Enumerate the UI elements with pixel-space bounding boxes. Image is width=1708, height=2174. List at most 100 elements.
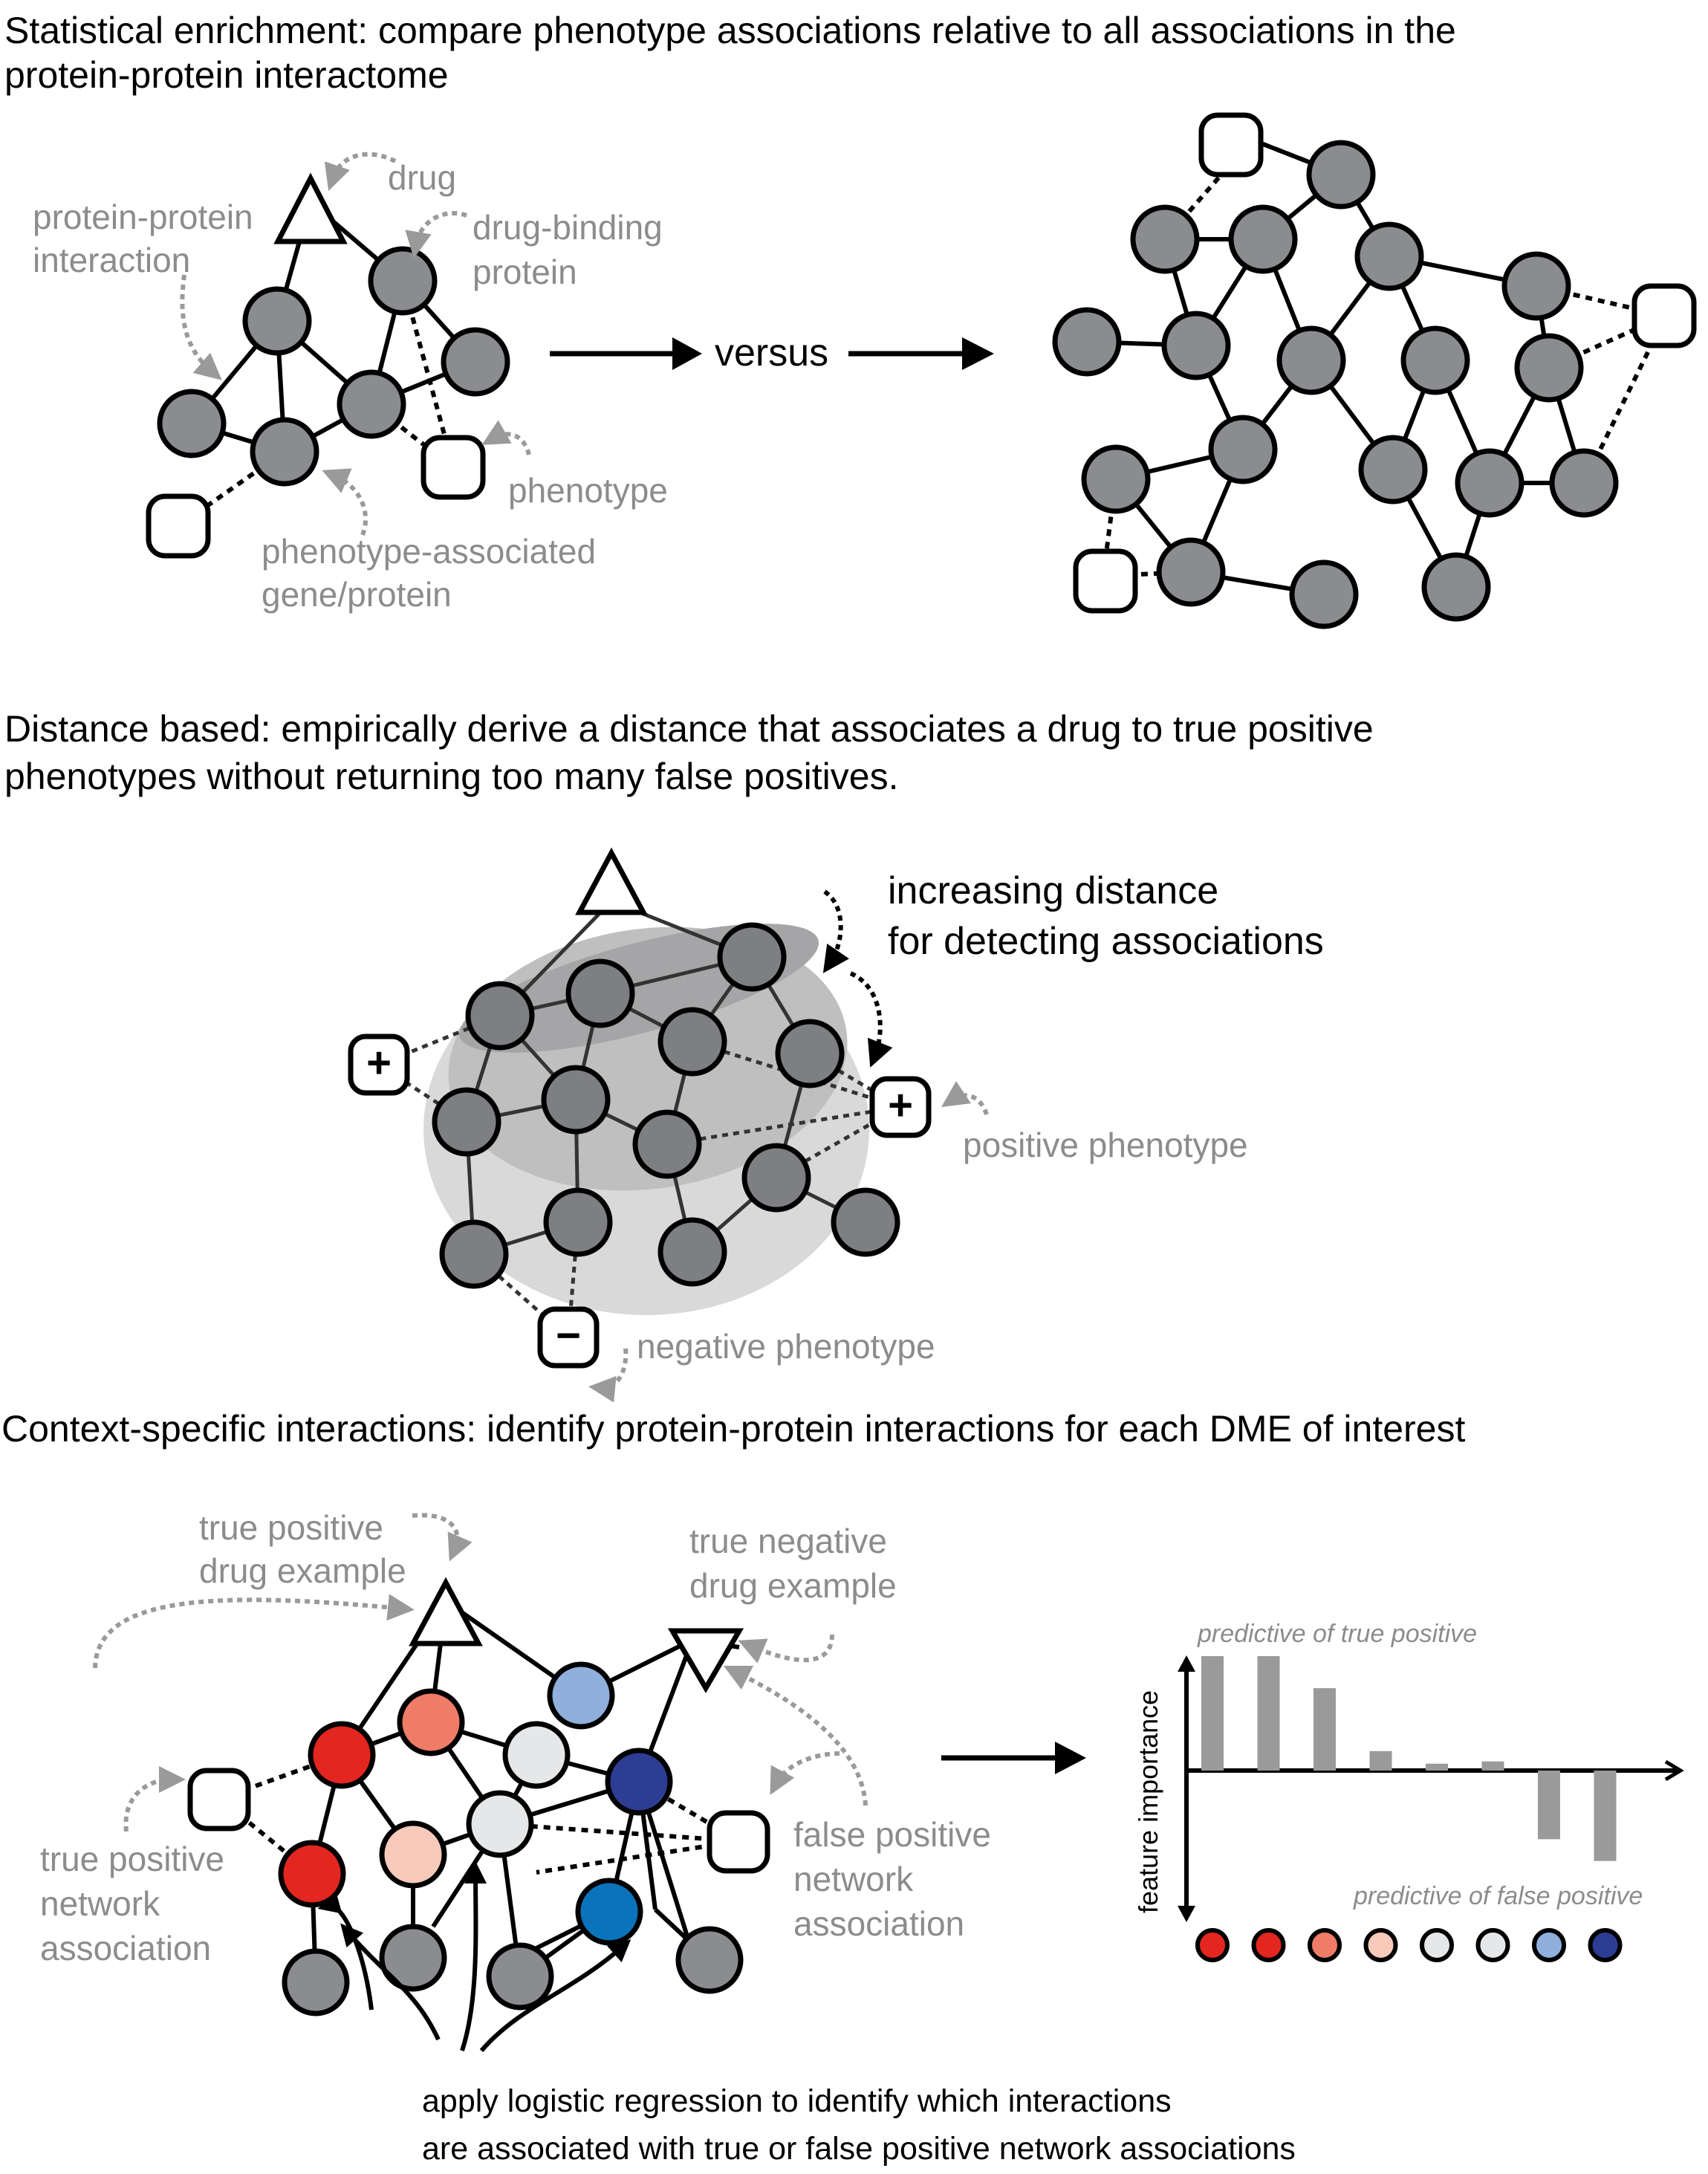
y-axis-arrow-down bbox=[1178, 1906, 1195, 1922]
node-dark-blue bbox=[605, 1748, 673, 1816]
section2-title-line1: Distance based: empirically derive a dis… bbox=[4, 708, 1374, 750]
phenotype-square bbox=[420, 435, 486, 500]
protein-node bbox=[379, 1924, 447, 1992]
protein-node bbox=[1081, 444, 1151, 514]
regression-arrow bbox=[460, 1861, 487, 2051]
protein-node bbox=[741, 1143, 811, 1213]
feature-color-marker bbox=[1308, 1928, 1342, 1962]
feature-color-marker bbox=[1475, 1928, 1510, 1962]
feature-color-marker bbox=[1532, 1928, 1566, 1962]
chart-top-note: predictive of true positive bbox=[1197, 1620, 1477, 1648]
y-axis-arrow-up bbox=[1178, 1655, 1195, 1672]
label-ppi-line2: interaction bbox=[33, 241, 190, 279]
protein-node bbox=[157, 389, 227, 458]
regression-arrow bbox=[479, 1939, 631, 2052]
protein-node bbox=[1130, 204, 1200, 274]
positive-phenotype-label: positive phenotype bbox=[963, 1126, 1248, 1164]
protein-node bbox=[441, 327, 510, 397]
feature-bar bbox=[1538, 1771, 1560, 1840]
bottom-line2: are associated with true or false positi… bbox=[422, 2131, 1296, 2167]
fp-net-line3: association bbox=[793, 1904, 964, 1943]
protein-node bbox=[632, 1109, 702, 1179]
protein-node bbox=[1455, 448, 1524, 518]
tp-net-line3: association bbox=[40, 1929, 211, 1967]
protein-node bbox=[1400, 325, 1470, 395]
node-pink bbox=[379, 1820, 447, 1889]
feature-bar bbox=[1594, 1771, 1617, 1861]
protein-node bbox=[541, 1065, 611, 1135]
phenotype-associated-protein-node bbox=[250, 417, 319, 487]
true-positive-phenotype-square bbox=[187, 1768, 251, 1831]
protein-node bbox=[543, 1187, 613, 1257]
protein-node bbox=[1052, 307, 1122, 377]
protein-node bbox=[1276, 325, 1346, 395]
section1-title-line1: Statistical enrichment: compare phenotyp… bbox=[4, 10, 1456, 51]
protein-node bbox=[432, 1087, 501, 1157]
feature-color-marker bbox=[1420, 1928, 1454, 1962]
fp-net-line2: network bbox=[793, 1860, 914, 1898]
chart-bars bbox=[1201, 1656, 1617, 1861]
distance-network: + + − bbox=[348, 847, 932, 1369]
phenotype-square bbox=[146, 493, 211, 559]
x-axis-arrow bbox=[1664, 1759, 1684, 1782]
protein-node bbox=[831, 1187, 900, 1257]
protein-node bbox=[1228, 204, 1298, 274]
tp-net-line1: true positive bbox=[40, 1840, 224, 1878]
context-network bbox=[187, 1577, 770, 2016]
negative-phenotype: − bbox=[537, 1306, 600, 1369]
versus-label: versus bbox=[715, 331, 828, 374]
section3-title: Context-specific interactions: identify … bbox=[1, 1408, 1465, 1450]
protein-node bbox=[486, 1942, 554, 2011]
protein-node bbox=[675, 1926, 744, 1994]
section1-title-line2: protein-protein interactome bbox=[4, 54, 449, 96]
feature-bar bbox=[1201, 1656, 1224, 1771]
protein-node bbox=[1156, 537, 1226, 607]
chart-ylabel: feature importance bbox=[1133, 1690, 1163, 1913]
plus-symbol: + bbox=[888, 1081, 913, 1129]
drug-triangle bbox=[575, 847, 648, 915]
node-red bbox=[278, 1840, 346, 1908]
protein-node bbox=[717, 922, 787, 992]
feature-importance-chart: feature importance predictive of true po… bbox=[1133, 1620, 1684, 1962]
positive-phenotype-left: + bbox=[348, 1034, 410, 1096]
protein-node bbox=[1549, 448, 1619, 518]
section2-title-line2: phenotypes without returning too many fa… bbox=[4, 756, 898, 797]
versus-arrowhead-right bbox=[962, 337, 994, 370]
tp-net-line2: network bbox=[40, 1884, 160, 1923]
versus-arrowhead-left bbox=[672, 337, 702, 370]
protein-node bbox=[1358, 435, 1428, 504]
true-negative-drug-triangle bbox=[667, 1628, 744, 1693]
protein-node bbox=[1354, 221, 1424, 291]
feature-bar bbox=[1481, 1761, 1504, 1771]
section-context-specific: Context-specific interactions: identify … bbox=[1, 1408, 1684, 2167]
protein-node bbox=[1501, 251, 1571, 321]
node-light-gray bbox=[466, 1790, 534, 1858]
protein-node bbox=[1208, 415, 1278, 484]
drug-triangle bbox=[273, 172, 348, 244]
chart-bottom-note: predictive of false positive bbox=[1353, 1882, 1643, 1910]
feature-color-marker bbox=[1251, 1928, 1286, 1962]
protein-node bbox=[1514, 333, 1584, 403]
phenotype-square bbox=[1631, 283, 1697, 348]
label-drug: drug bbox=[388, 158, 456, 197]
tp-drug-line1: true positive bbox=[199, 1508, 383, 1547]
feature-color-marker bbox=[1363, 1928, 1398, 1962]
minus-symbol: − bbox=[556, 1311, 581, 1360]
chart-markers bbox=[1195, 1928, 1623, 1962]
tn-drug-line1: true negative bbox=[689, 1522, 887, 1560]
protein-node bbox=[1421, 552, 1491, 622]
positive-phenotype-right: + bbox=[869, 1076, 932, 1138]
node-light-gray bbox=[502, 1721, 571, 1789]
fp-net-line1: false positive bbox=[793, 1815, 991, 1854]
bottom-line1: apply logistic regression to identify wh… bbox=[422, 2083, 1172, 2119]
node-red bbox=[308, 1721, 376, 1789]
feature-bar bbox=[1257, 1656, 1280, 1771]
protein-node bbox=[1161, 311, 1231, 380]
drug-binding-protein-node bbox=[368, 246, 438, 316]
node-red-light bbox=[397, 1688, 465, 1756]
false-positive-phenotype-square bbox=[707, 1810, 770, 1874]
feature-color-marker bbox=[1588, 1928, 1623, 1962]
feature-bar bbox=[1314, 1688, 1336, 1771]
regression-arrow bbox=[340, 1923, 441, 2041]
